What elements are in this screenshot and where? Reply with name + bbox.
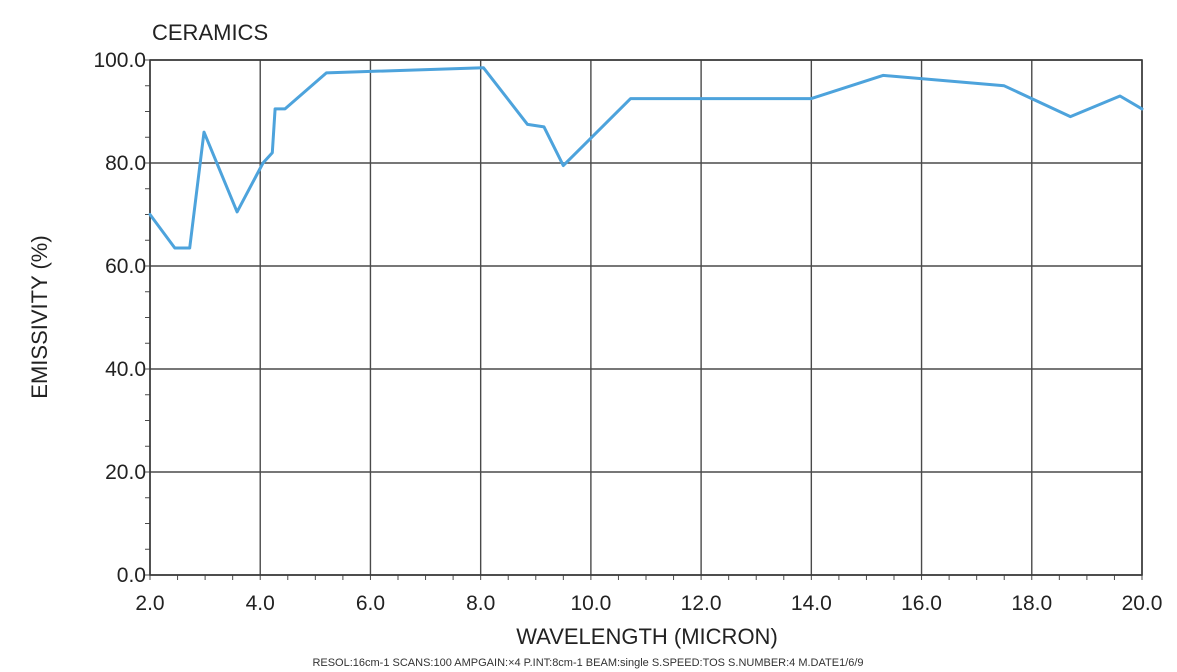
x-tick-label: 16.0 — [901, 592, 942, 615]
footer-note: RESOL:16cm-1 SCANS:100 AMPGAIN:×4 P.INT:… — [312, 657, 863, 669]
x-tick-label: 10.0 — [570, 592, 611, 615]
x-tick-label: 6.0 — [356, 592, 385, 615]
series-layer — [148, 66, 1144, 250]
x-tick-label: 18.0 — [1011, 592, 1052, 615]
x-axis-title: WAVELENGTH (MICRON) — [516, 624, 778, 649]
y-axis-title: EMISSIVITY (%) — [27, 235, 52, 398]
grid — [149, 59, 1143, 576]
x-tick-label: 12.0 — [681, 592, 722, 615]
plot-border — [149, 59, 1143, 576]
plot-frame — [145, 59, 1143, 580]
x-tick-label: 2.0 — [135, 592, 164, 615]
x-tick-label: 20.0 — [1122, 592, 1163, 615]
y-tick-label: 100.0 — [93, 49, 146, 72]
x-tick-label: 8.0 — [466, 592, 495, 615]
x-tick-label: 4.0 — [246, 592, 275, 615]
series-line — [148, 66, 1144, 250]
x-tick-label: 14.0 — [791, 592, 832, 615]
x-axis-ticks: 2.0 4.0 6.0 8.0 10.0 12.0 14.0 16.0 18.0 20.0 — [135, 592, 1162, 615]
y-tick-label: 80.0 — [105, 152, 146, 175]
y-tick-label: 40.0 — [105, 358, 146, 381]
y-tick-label: 60.0 — [105, 255, 146, 278]
y-tick-label: 0.0 — [117, 564, 146, 587]
y-axis-ticks: 0.0 20.0 40.0 60.0 80.0 100.0 — [93, 49, 146, 587]
chart-title: CERAMICS — [152, 20, 268, 45]
y-tick-label: 20.0 — [105, 461, 146, 484]
